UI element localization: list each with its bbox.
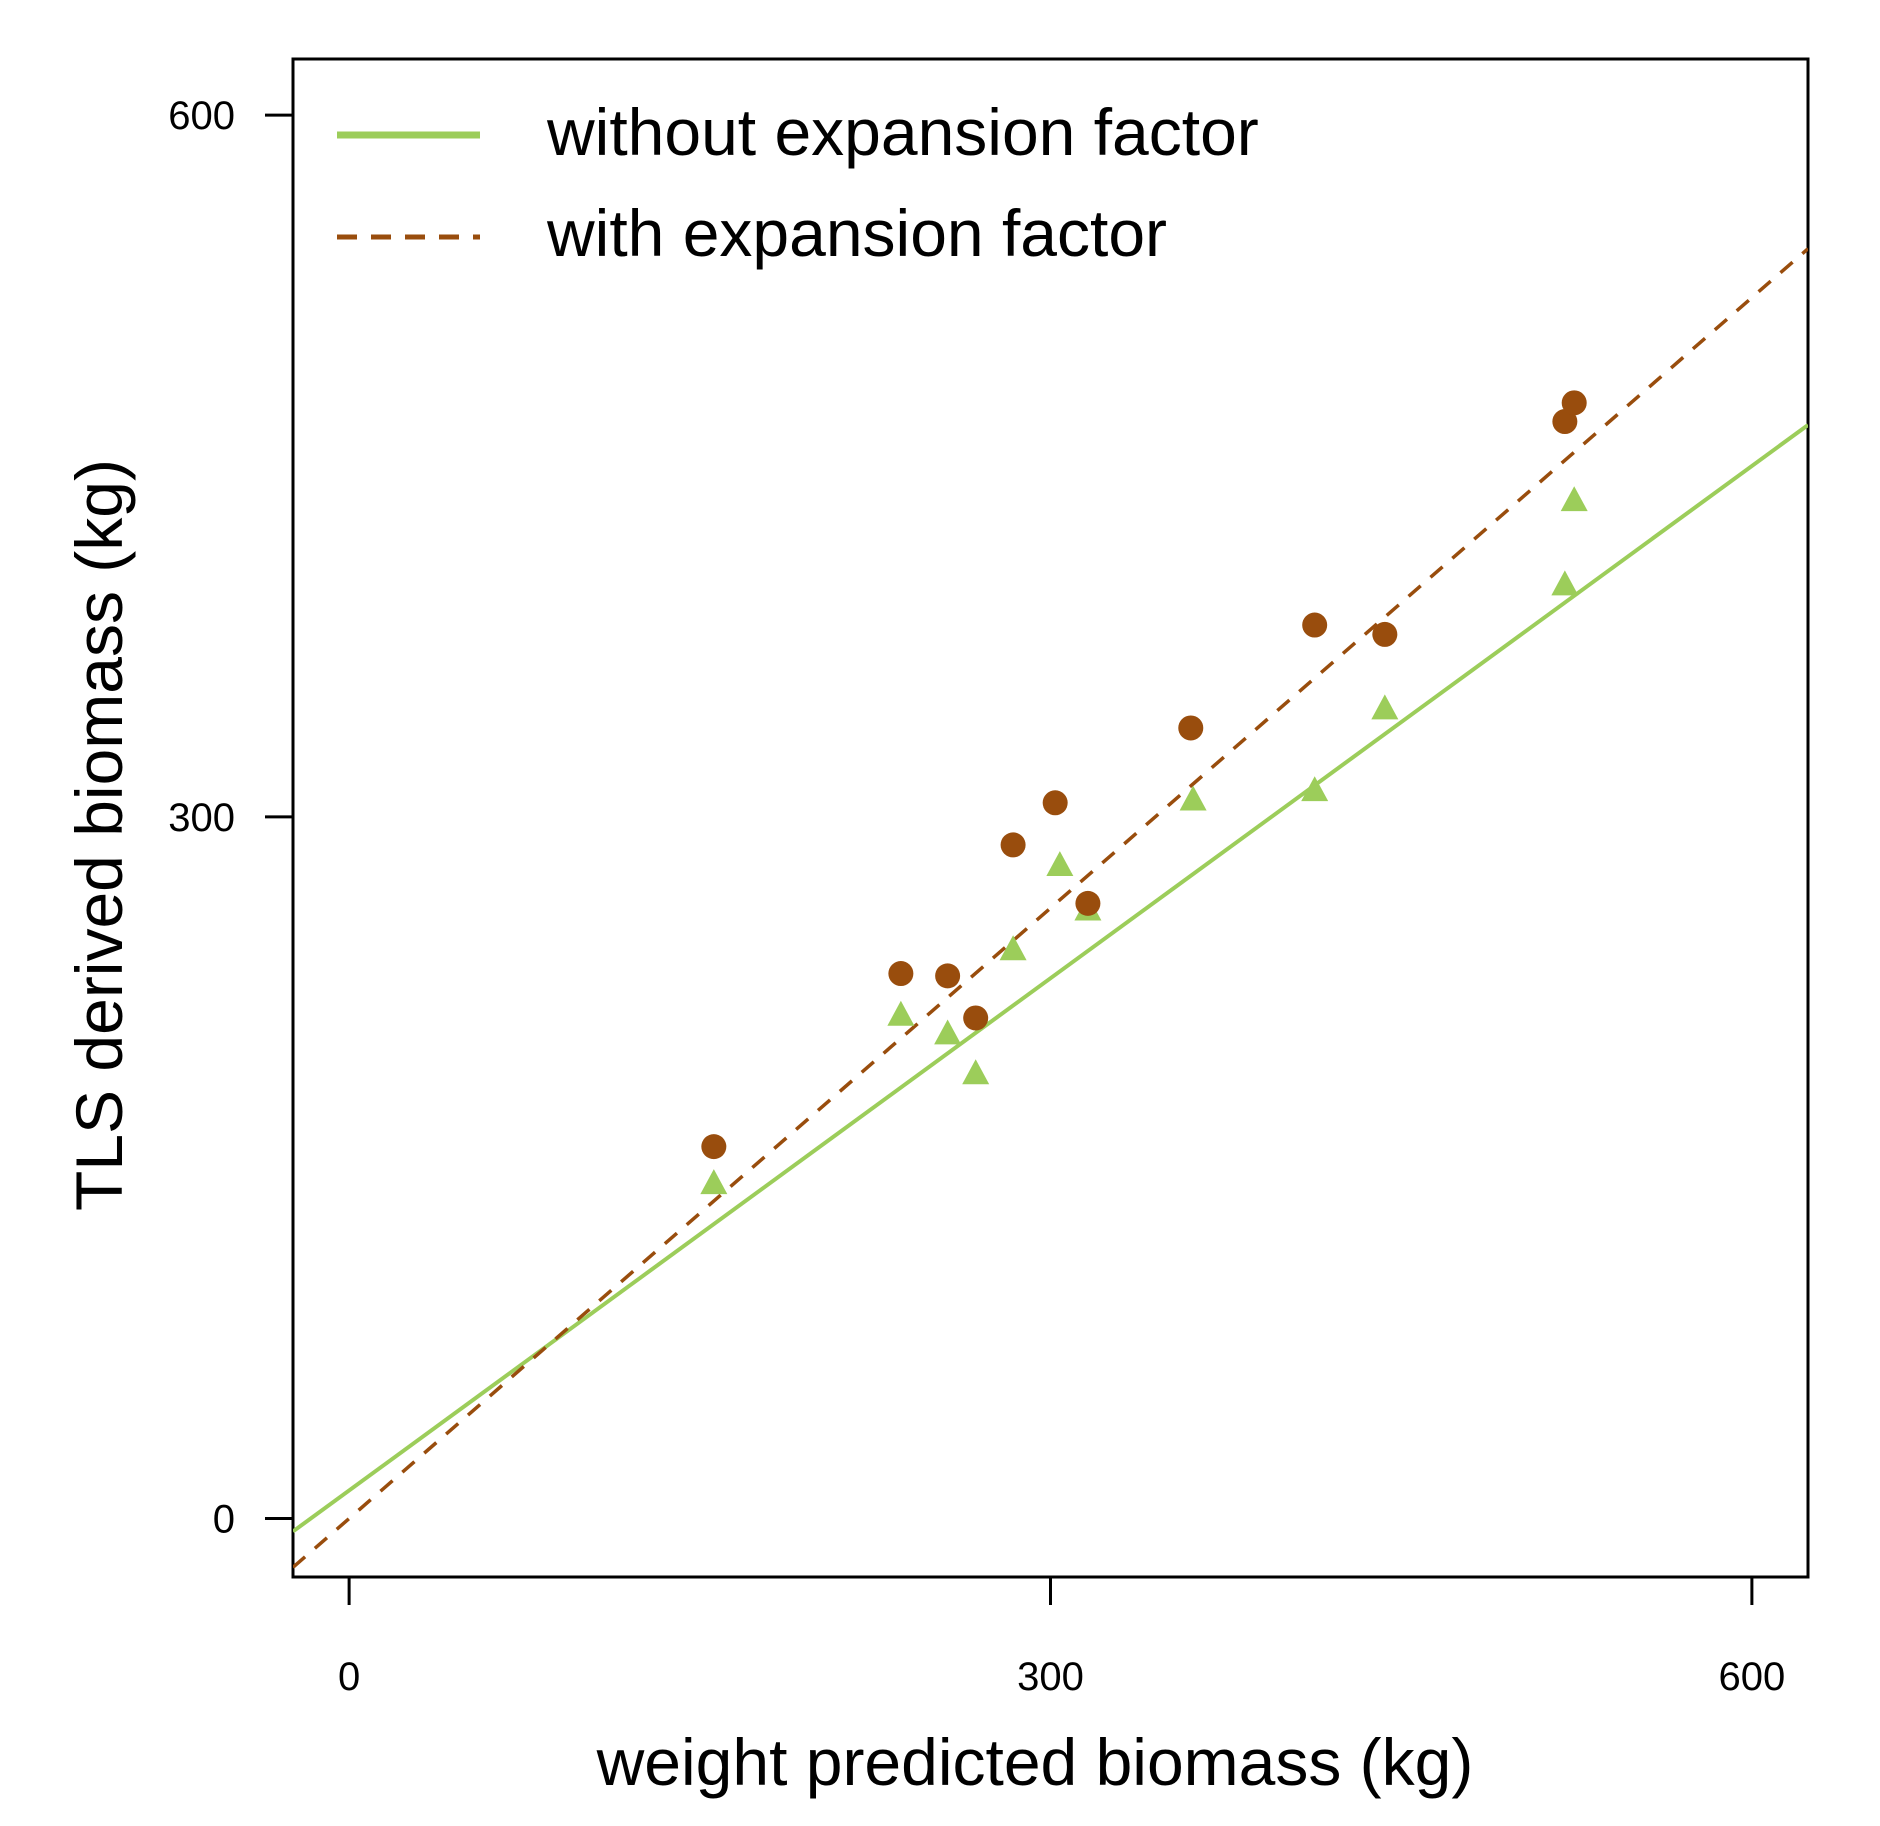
point-with-7 (1178, 715, 1204, 741)
point-with-0 (701, 1134, 727, 1160)
x-axis-title: weight predicted biomass (kg) (596, 1725, 1474, 1799)
y-axis: 0 300 600 (168, 94, 295, 1542)
legend-label-with: with expansion factor (546, 196, 1167, 270)
y-tick-label-600: 600 (168, 94, 235, 138)
x-axis: 0 300 600 (338, 1575, 1786, 1699)
x-tick-label-600: 600 (1719, 1655, 1786, 1699)
y-tick-label-0: 0 (213, 1498, 235, 1542)
point-without-11 (1560, 486, 1588, 512)
fit-line-without (293, 423, 1808, 1534)
point-without-4 (999, 935, 1027, 961)
point-with-11 (1561, 390, 1587, 416)
point-without-1 (887, 1000, 915, 1026)
point-with-5 (1042, 790, 1068, 816)
point-without-3 (962, 1059, 990, 1085)
point-without-2 (934, 1019, 962, 1045)
point-with-1 (888, 961, 914, 987)
legend-label-without: without expansion factor (546, 95, 1259, 169)
point-with-2 (935, 963, 961, 989)
x-tick-label-300: 300 (1017, 1655, 1084, 1699)
x-tick-label-0: 0 (338, 1655, 360, 1699)
point-with-6 (1075, 890, 1101, 916)
point-with-10 (1552, 409, 1578, 435)
point-with-4 (1000, 832, 1026, 858)
point-with-3 (963, 1005, 989, 1031)
point-with-8 (1302, 612, 1328, 638)
point-without-8 (1301, 776, 1329, 802)
point-without-10 (1551, 570, 1579, 596)
point-without-9 (1371, 694, 1399, 720)
plot-frame (291, 57, 1810, 1579)
point-without-5 (1046, 851, 1074, 877)
point-with-9 (1372, 621, 1398, 647)
legend: without expansion factor with expansion … (337, 95, 1259, 270)
point-without-7 (1179, 785, 1207, 811)
y-axis-title: TLS derived biomass (kg) (62, 459, 136, 1211)
fit-line-with (293, 247, 1808, 1569)
y-tick-label-300: 300 (168, 796, 235, 840)
point-without-0 (700, 1169, 728, 1195)
